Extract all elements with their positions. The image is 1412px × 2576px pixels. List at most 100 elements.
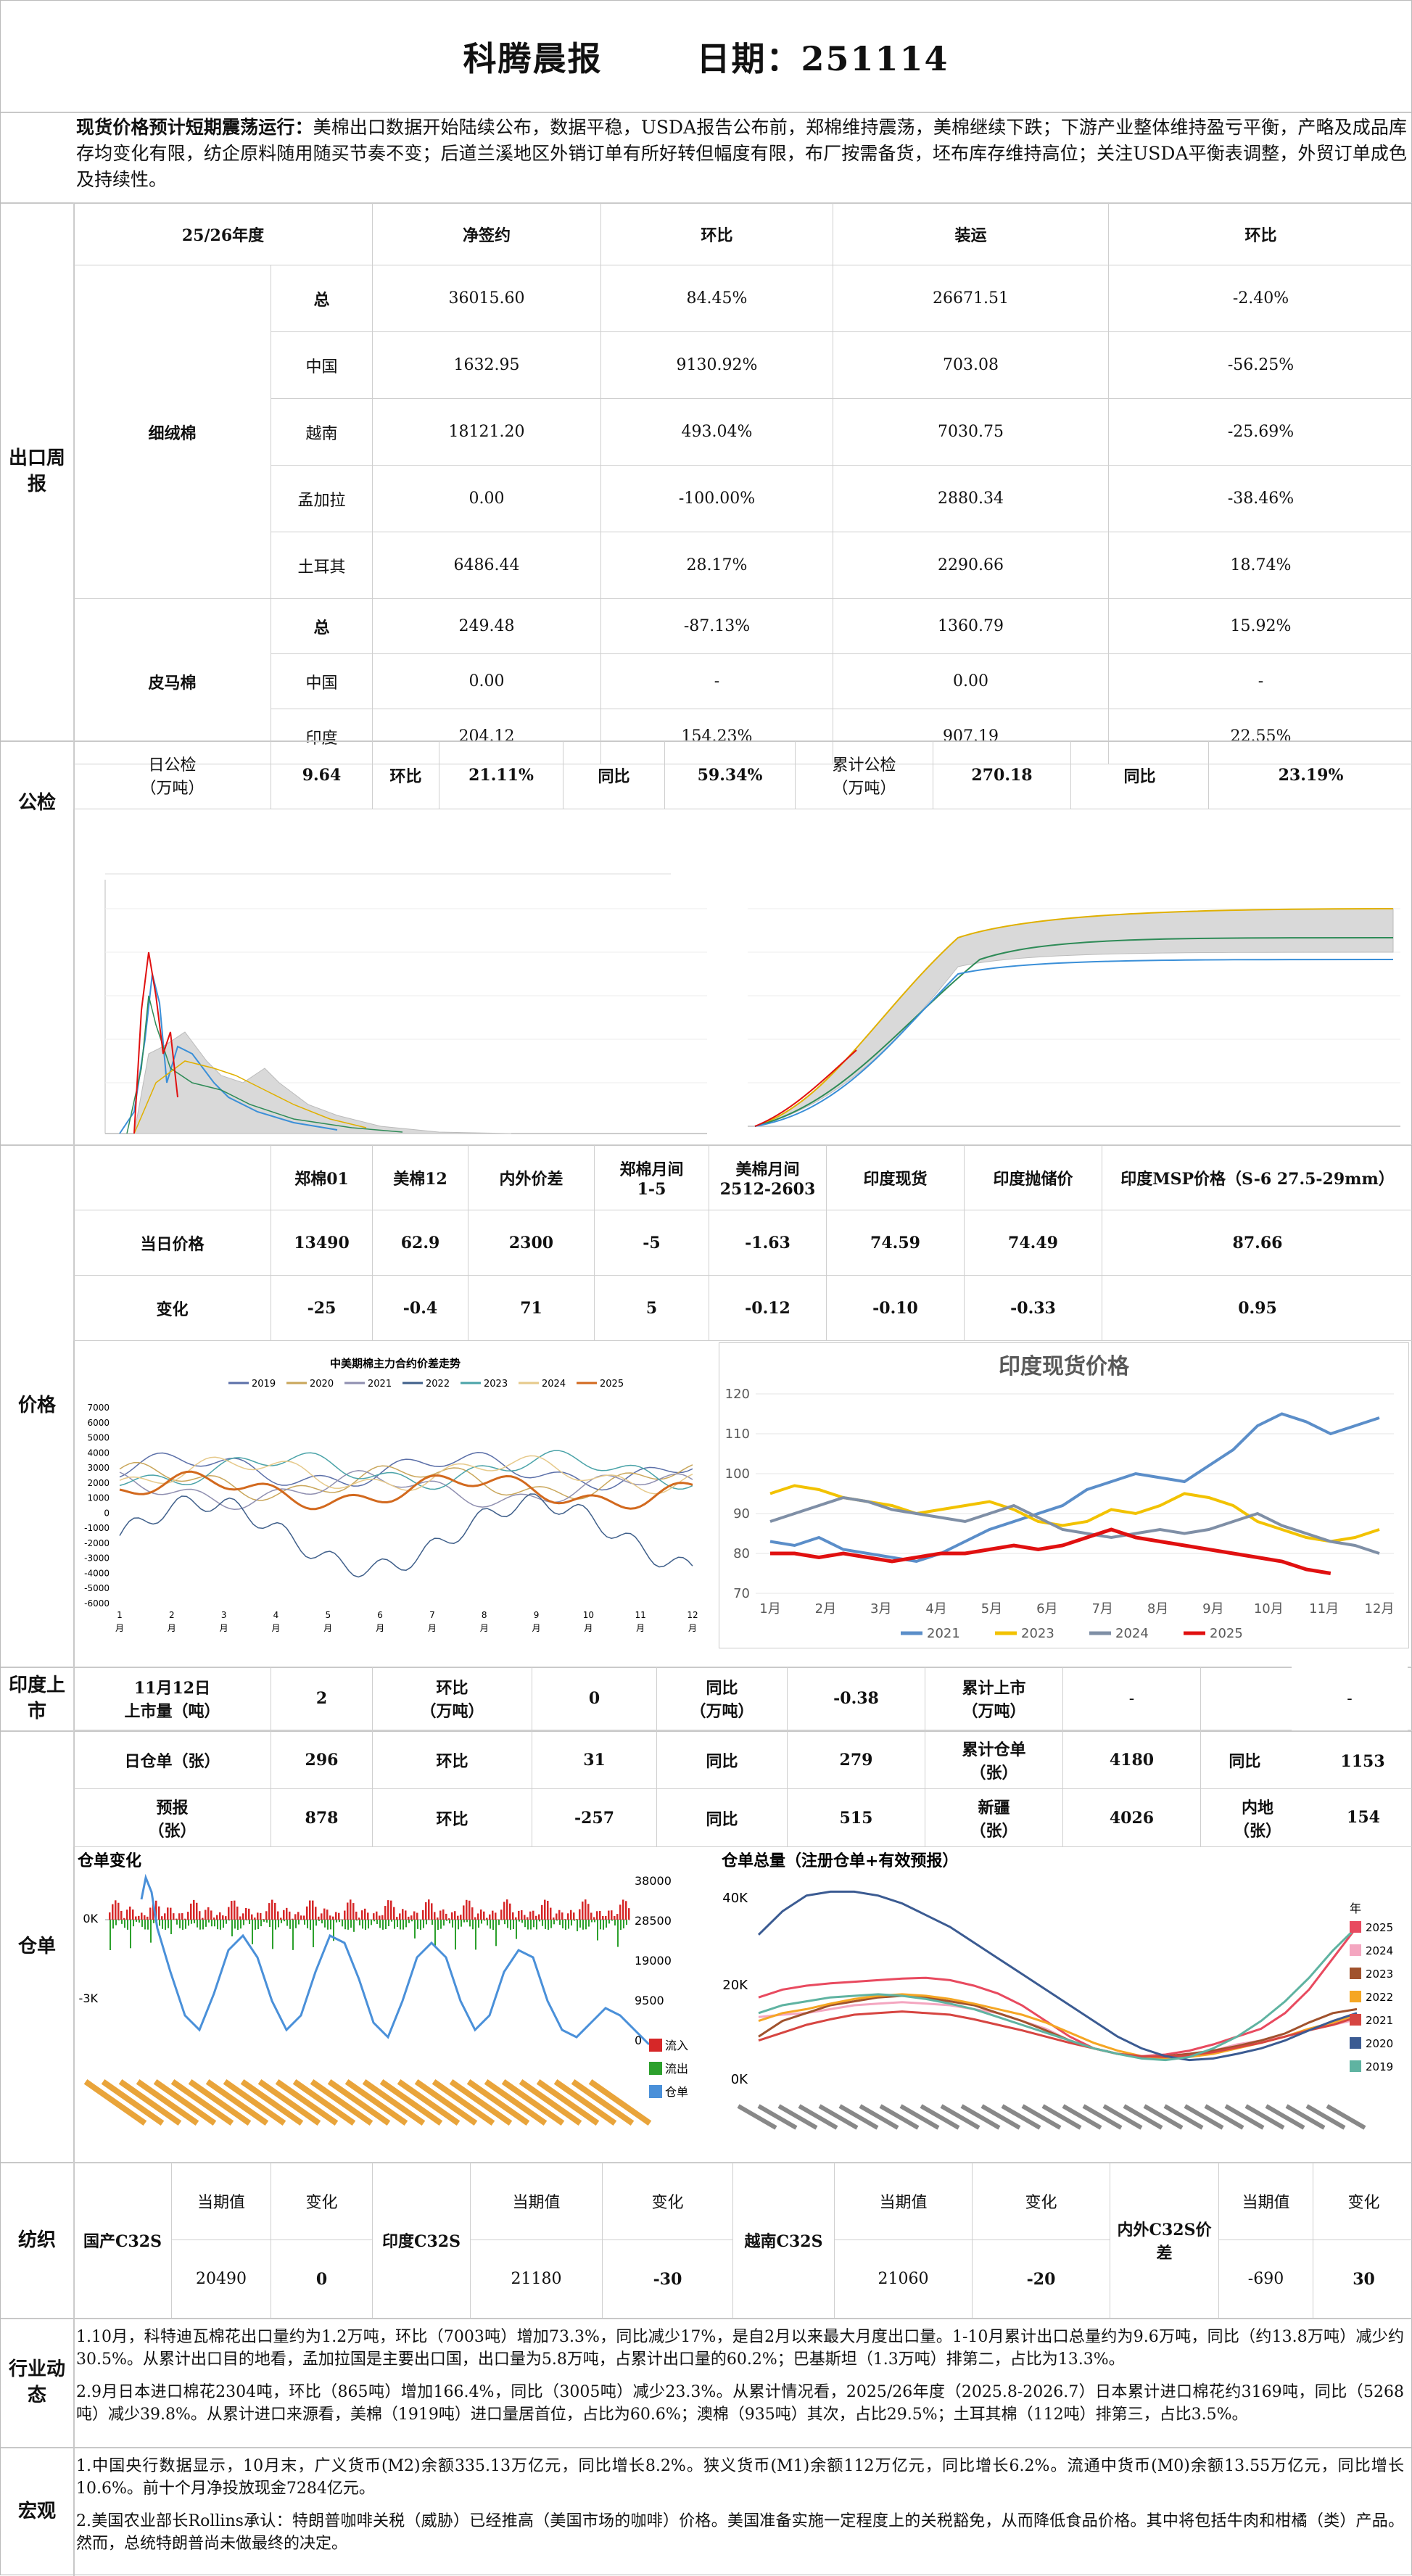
outflow-bar: [298, 1920, 300, 1925]
inflow-bar: [176, 1919, 178, 1920]
inflow-bar: [144, 1915, 146, 1920]
inflow-bar: [294, 1914, 297, 1920]
inflow-bar: [236, 1907, 239, 1920]
x-tick-label: 4: [273, 1610, 279, 1620]
inflow-bar: [582, 1902, 584, 1920]
y-tick-label: 2000: [87, 1478, 110, 1488]
inspection-daily-chart: [76, 865, 714, 1141]
export-country: 中国: [271, 654, 373, 709]
inflow-bar: [451, 1912, 453, 1920]
inflow-bar: [164, 1913, 166, 1920]
inflow-bar: [373, 1913, 375, 1920]
outflow-bar: [295, 1920, 297, 1928]
export-net-change: 493.04%: [601, 399, 833, 466]
outflow-bar: [315, 1920, 317, 1925]
series-line: [120, 1494, 693, 1577]
outflow-bar: [478, 1920, 479, 1928]
section-label-india-arrivals: 印度上市: [1, 1667, 73, 1730]
y-tick-label: 70: [733, 1586, 750, 1601]
report-date: 日期：251114: [696, 33, 949, 80]
x-tick-label: 6: [377, 1610, 383, 1620]
outflow-bar: [519, 1920, 520, 1922]
cum-warrant-value: 4180: [1063, 1731, 1201, 1789]
inflow-bar: [442, 1910, 445, 1920]
inflow-bar: [474, 1917, 476, 1920]
export-group-label: 细绒棉: [74, 265, 271, 599]
inflow-bar: [437, 1917, 439, 1920]
y-tick-label: 4000: [87, 1448, 110, 1458]
inflow-bar: [120, 1911, 123, 1920]
series-line: [120, 1453, 693, 1490]
legend-swatch: [649, 2062, 662, 2075]
outflow-bar: [266, 1920, 268, 1923]
outflow-bar: [199, 1920, 201, 1930]
yoy-label: 同比: [563, 741, 665, 809]
outflow-bar: [579, 1920, 581, 1928]
x-tick-label: 月: [688, 1623, 697, 1633]
mom-label: 环比: [373, 741, 439, 809]
legend-label: 2023: [484, 1379, 508, 1390]
inflow-bar: [396, 1917, 398, 1920]
yarn-current-value: -690: [1219, 2240, 1313, 2319]
legend-label: 2021: [927, 1626, 960, 1641]
outflow-bar: [217, 1920, 218, 1929]
outflow-bar: [353, 1920, 355, 1932]
x-tick-label: 10: [583, 1610, 594, 1620]
outflow-bar: [533, 1920, 534, 1927]
x-tick-label: 8月: [1147, 1601, 1168, 1617]
outflow-bar: [495, 1920, 497, 1946]
outflow-bar: [272, 1920, 273, 1949]
legend-swatch: [649, 2039, 662, 2052]
price-cell: -25: [271, 1276, 373, 1341]
inflow-bar: [567, 1913, 569, 1920]
outflow-bar: [530, 1920, 532, 1930]
inflow-bar: [614, 1916, 616, 1920]
x-tick-mark: [1245, 2104, 1285, 2129]
report-name: 科腾晨报: [463, 33, 602, 80]
outflow-bar: [440, 1920, 442, 1929]
export-shipment: 703.08: [833, 332, 1109, 399]
inflow-bar: [547, 1901, 549, 1920]
x-tick-label: 月: [636, 1623, 645, 1633]
inflow-bar: [387, 1900, 389, 1920]
inflow-bar: [265, 1911, 268, 1920]
outflow-bar: [513, 1920, 514, 1929]
yarn-change-label: 变化: [603, 2163, 733, 2240]
outflow-bar: [391, 1920, 392, 1922]
industry-news-item: 2.9月日本进口棉花2304吨，环比（865吨）增加166.4%，同比（3005…: [76, 2381, 1404, 2426]
legend-label: 2023: [1021, 1626, 1054, 1641]
legend-label: 2025: [600, 1379, 624, 1390]
price-cell: -0.4: [373, 1276, 468, 1341]
forecast-yoy-label: 同比: [657, 1789, 788, 1847]
inflow-bar: [445, 1914, 447, 1920]
outflow-bar: [550, 1920, 552, 1928]
y-tick-label: 38000: [635, 1874, 672, 1888]
inflow-bar: [576, 1919, 578, 1920]
inflow-bar: [251, 1915, 253, 1920]
inflow-bar: [216, 1915, 218, 1920]
x-tick-mark: [1306, 2104, 1346, 2129]
outflow-bar: [626, 1920, 627, 1925]
outflow-bar: [182, 1920, 183, 1930]
inflow-bar: [544, 1900, 546, 1920]
legend-label: 2022: [426, 1379, 450, 1390]
outflow-bar: [455, 1920, 456, 1949]
x-tick-label: 1月: [759, 1601, 780, 1617]
yarn-change-value: 30: [1313, 2240, 1412, 2319]
inflow-bar: [239, 1916, 241, 1920]
inflow-bar: [489, 1915, 491, 1920]
outflow-bar: [139, 1920, 140, 1923]
x-tick-mark: [1144, 2104, 1184, 2129]
inflow-bar: [213, 1917, 215, 1920]
export-country: 越南: [271, 399, 373, 466]
export-net-sales: 18121.20: [373, 399, 601, 466]
outflow-bar: [168, 1920, 169, 1928]
outflow-bar: [205, 1920, 207, 1927]
inflow-bar: [593, 1917, 595, 1920]
outflow-bar: [617, 1920, 619, 1947]
daily-inspection-label: 日公检 （万吨）: [74, 741, 271, 809]
